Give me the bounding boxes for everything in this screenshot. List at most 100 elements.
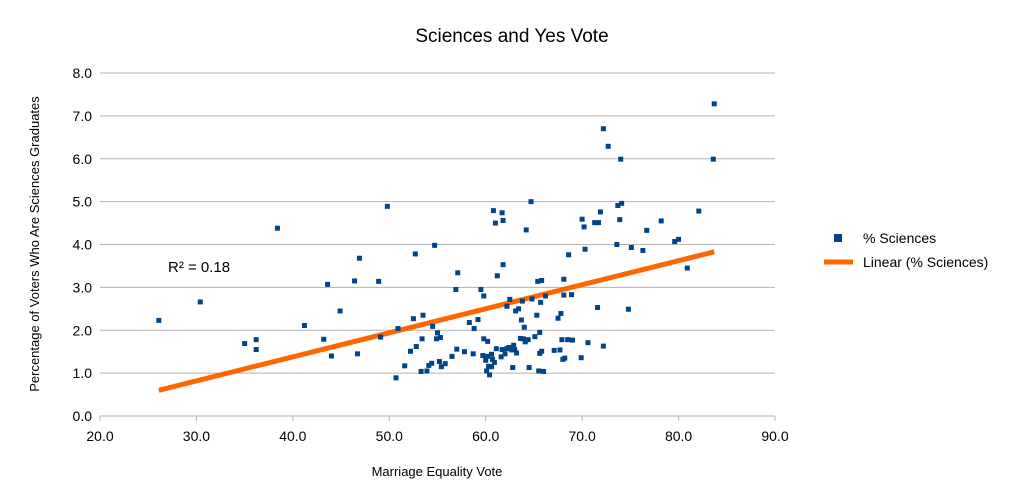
- data-point: [337, 308, 343, 314]
- y-tick-label: 0.0: [73, 408, 93, 424]
- data-point: [483, 357, 489, 363]
- data-point: [605, 143, 611, 149]
- y-axis-label: Percentage of Voters Who Are Sciences Gr…: [27, 96, 42, 392]
- data-point: [536, 368, 542, 374]
- data-point: [502, 351, 508, 357]
- data-point: [539, 348, 545, 354]
- data-point: [489, 364, 494, 370]
- data-point: [487, 372, 493, 378]
- y-tick-label: 4.0: [73, 237, 93, 253]
- data-point: [301, 323, 307, 329]
- gridlines: [99, 72, 776, 421]
- data-point: [538, 299, 544, 305]
- x-tick-label: 50.0: [376, 428, 403, 444]
- chart-title: Sciences and Yes Vote: [415, 26, 608, 47]
- data-point: [597, 209, 603, 215]
- data-point: [541, 368, 547, 374]
- data-point: [592, 220, 598, 226]
- data-point: [493, 346, 499, 352]
- x-tick-label: 40.0: [279, 428, 306, 444]
- data-point: [512, 347, 518, 353]
- data-point: [585, 340, 591, 346]
- data-point: [486, 363, 492, 369]
- data-point: [529, 296, 535, 302]
- y-tick-label: 7.0: [73, 108, 93, 124]
- data-point: [582, 246, 588, 252]
- data-point: [676, 236, 682, 242]
- y-tick-label: 5.0: [73, 194, 93, 210]
- data-point: [435, 330, 440, 336]
- data-point: [581, 224, 587, 230]
- data-point: [485, 353, 491, 359]
- data-point: [466, 320, 472, 326]
- x-tick-label: 60.0: [472, 428, 499, 444]
- data-point: [402, 363, 408, 369]
- data-point: [523, 227, 529, 233]
- data-point: [625, 306, 631, 312]
- data-point: [424, 368, 430, 374]
- data-point: [475, 317, 481, 323]
- x-axis-label: Marriage Equality Vote: [372, 464, 503, 479]
- data-point: [489, 356, 495, 362]
- data-point: [490, 208, 496, 214]
- data-point: [509, 347, 515, 353]
- data-point: [356, 255, 362, 261]
- data-point: [253, 347, 259, 353]
- data-point: [429, 360, 435, 366]
- data-point: [565, 337, 571, 343]
- data-point: [525, 337, 531, 343]
- data-point: [578, 355, 584, 361]
- data-point: [354, 351, 360, 357]
- data-point: [470, 351, 476, 357]
- data-point: [618, 156, 624, 162]
- data-point: [504, 303, 510, 309]
- data-point: [539, 278, 545, 284]
- data-point: [506, 344, 512, 350]
- data-point: [500, 217, 506, 223]
- data-point: [481, 293, 487, 299]
- data-point: [410, 316, 416, 322]
- data-point: [378, 334, 384, 340]
- data-point: [478, 287, 484, 293]
- data-point: [242, 341, 248, 347]
- data-point: [520, 336, 526, 342]
- data-point: [569, 292, 575, 298]
- data-point: [517, 335, 523, 341]
- data-point: [325, 281, 331, 287]
- data-point: [413, 344, 419, 350]
- data-point: [376, 278, 382, 284]
- data-point: [426, 362, 432, 368]
- y-tick-label: 3.0: [73, 279, 93, 295]
- data-point: [710, 156, 716, 162]
- data-point: [430, 323, 436, 329]
- data-point: [480, 353, 486, 359]
- data-point: [522, 339, 528, 345]
- data-point: [514, 350, 520, 356]
- legend-label-linear: Linear (% Sciences): [863, 254, 988, 270]
- data-point: [471, 326, 477, 332]
- data-point: [600, 343, 606, 349]
- data-point: [481, 336, 487, 342]
- data-point: [442, 361, 448, 367]
- trendline-layer: [158, 249, 715, 393]
- data-point: [384, 203, 390, 209]
- data-point: [432, 242, 438, 248]
- y-tick-label: 2.0: [73, 322, 93, 338]
- data-point: [534, 312, 540, 318]
- data-point: [596, 220, 602, 226]
- data-point: [498, 354, 504, 360]
- data-point: [454, 346, 460, 352]
- data-point: [570, 337, 575, 343]
- data-point: [617, 217, 623, 223]
- data-point: [561, 276, 567, 282]
- data-point: [532, 334, 538, 340]
- data-point: [274, 225, 280, 231]
- data-point: [600, 126, 606, 132]
- x-tick-label: 30.0: [183, 428, 210, 444]
- data-point: [543, 293, 548, 299]
- data-point: [711, 101, 717, 107]
- data-point: [511, 342, 517, 348]
- y-tick-label: 6.0: [73, 151, 93, 167]
- data-point: [526, 365, 532, 371]
- data-point: [489, 351, 494, 357]
